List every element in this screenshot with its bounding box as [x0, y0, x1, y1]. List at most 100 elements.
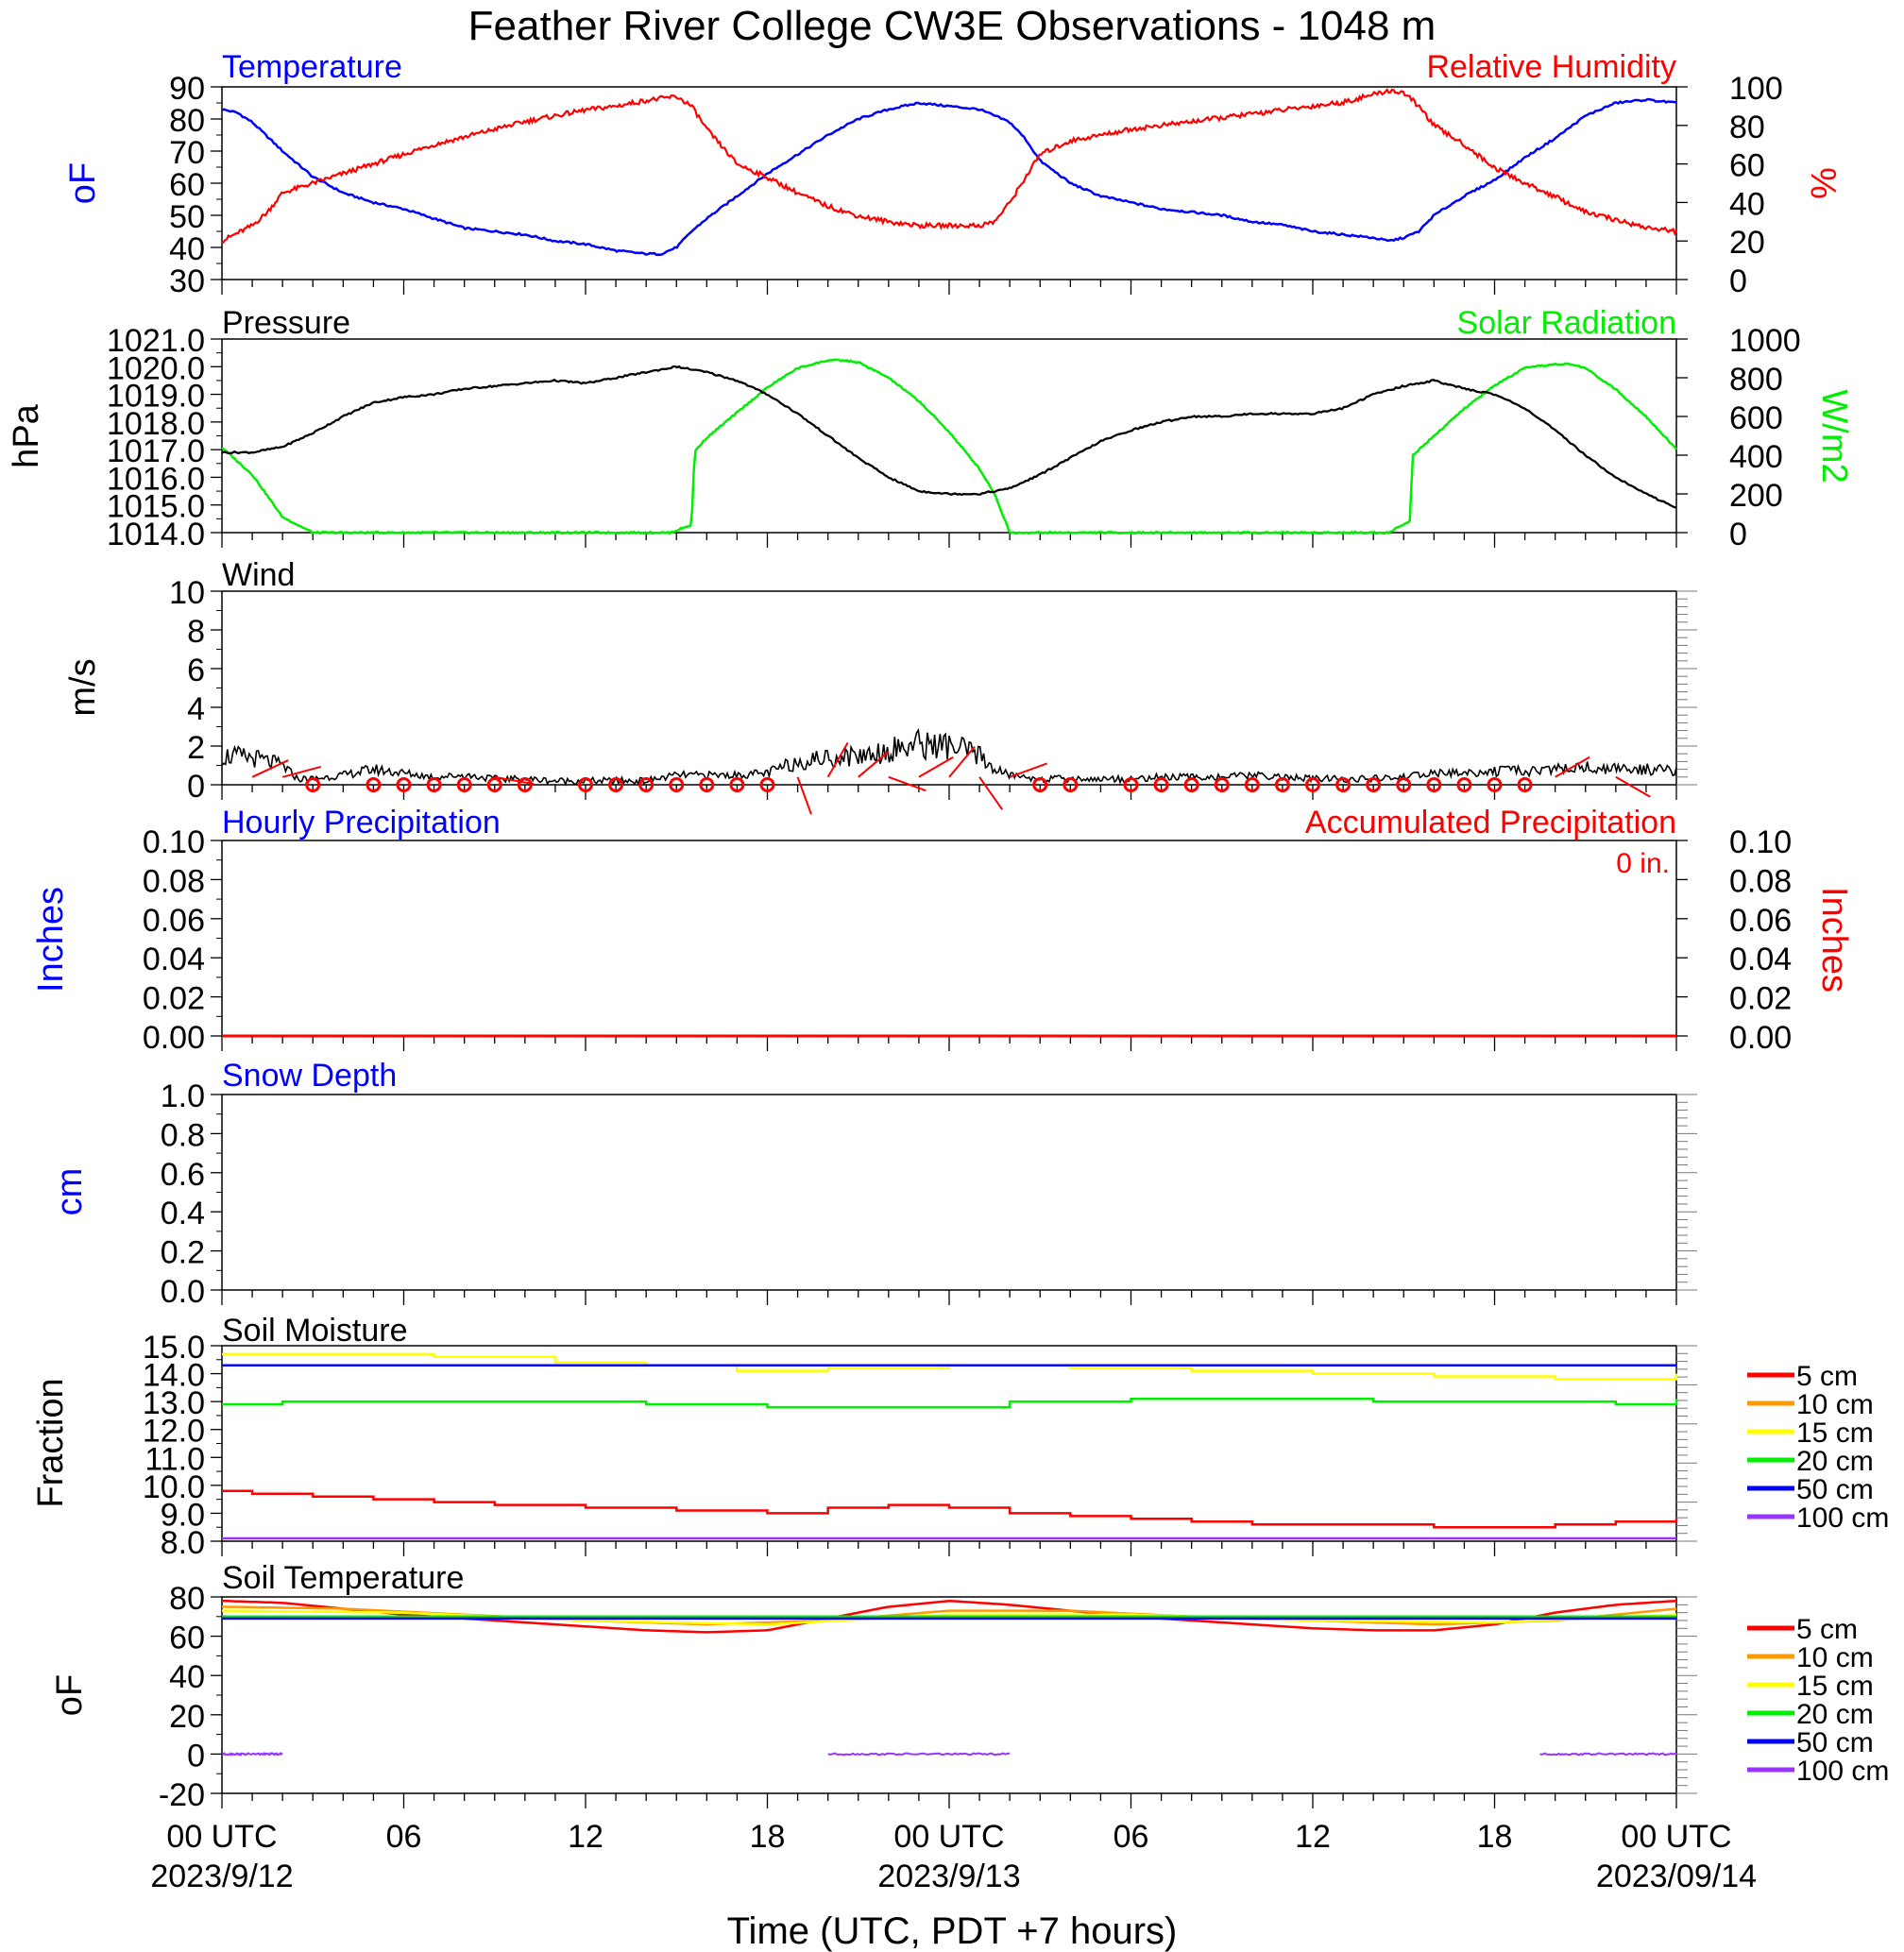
- snow-ytick-label: 1.0: [161, 1078, 205, 1114]
- precip-ytick-label: 0.06: [143, 903, 205, 939]
- calm-wind-marker: [759, 777, 775, 792]
- soil-moisture-ytick-label: 12.0: [143, 1414, 205, 1450]
- precip-ytick-label: 0.10: [143, 824, 205, 860]
- soil-temp-100cm-line: [1539, 1752, 1677, 1757]
- calm-wind-marker: [1517, 777, 1533, 792]
- calm-wind-marker: [1366, 777, 1382, 792]
- pressure-line: [221, 365, 1677, 509]
- temp-rh-ytick-label: 50: [169, 199, 205, 235]
- snow-ytick-label: 0.4: [161, 1196, 205, 1231]
- snow-title: Snow Depth: [222, 1058, 397, 1094]
- x-tick-label: 00 UTC: [1621, 1819, 1731, 1855]
- accum-precip-title: Accumulated Precipitation: [1305, 805, 1676, 840]
- wind-barb: [251, 759, 289, 778]
- x-date-label: 2023/9/12: [150, 1859, 293, 1894]
- wind-barb: [918, 755, 954, 778]
- x-date-label: 2023/09/14: [1596, 1859, 1757, 1894]
- calm-wind-marker: [608, 777, 624, 792]
- precip-right-unit-label: Inches: [1814, 887, 1854, 993]
- calm-wind-marker: [1183, 777, 1199, 792]
- soil-moisture-panel: 15.014.013.012.011.010.09.08.0 Soil Moist…: [31, 1313, 1889, 1561]
- calm-wind-marker: [517, 777, 533, 792]
- wind-ytick-label: 10: [169, 575, 205, 611]
- soil-moisture-unit-label: Fraction: [31, 1378, 71, 1507]
- wind-barb: [978, 776, 1003, 810]
- calm-wind-marker: [1396, 777, 1412, 792]
- soil-moisture-legend-label: 50 cm: [1796, 1474, 1874, 1505]
- soil-moisture-ytick-label: 8.0: [161, 1525, 205, 1561]
- temp-rh-y2tick-label: 20: [1729, 225, 1765, 261]
- pressure-y2tick-label: 800: [1729, 362, 1783, 398]
- pressure-ytick-label: 1019.0: [107, 379, 205, 415]
- x-tick-label: 18: [1477, 1819, 1513, 1855]
- soil-temp-line: [222, 1609, 1677, 1626]
- pressure-ytick-label: 1015.0: [107, 489, 205, 525]
- soil-temp-legend-label: 100 cm: [1796, 1756, 1889, 1787]
- wind-unit-label: m/s: [63, 658, 103, 716]
- wind-ytick-label: 4: [187, 691, 205, 727]
- wind-barb: [796, 776, 812, 815]
- snow-ytick-label: 0.8: [161, 1117, 205, 1153]
- solar-unit-label: W/m2: [1814, 389, 1854, 483]
- soil-moisture-line: [222, 1397, 1678, 1409]
- calm-wind-marker: [1123, 777, 1139, 792]
- wind-barb: [858, 751, 890, 778]
- precip-y2tick-label: 0.02: [1729, 981, 1792, 1017]
- rh-unit-label: %: [1803, 167, 1843, 199]
- x-tick-label: 18: [750, 1819, 786, 1855]
- x-axis-label: Time (UTC, PDT +7 hours): [727, 1910, 1178, 1952]
- soil-temp-legend-label: 50 cm: [1796, 1727, 1874, 1758]
- x-date-label: 2023/9/13: [877, 1859, 1020, 1894]
- temp-rh-right-title: Relative Humidity: [1426, 49, 1676, 85]
- soil-moisture-ytick-label: 9.0: [161, 1497, 205, 1533]
- soil-moisture-ytick-label: 14.0: [143, 1358, 205, 1394]
- calm-wind-marker: [1153, 777, 1169, 792]
- wind-barb: [948, 745, 976, 778]
- x-tick-label: 06: [386, 1819, 422, 1855]
- precip-y2tick-label: 0.04: [1729, 942, 1792, 977]
- calm-wind-marker: [456, 777, 472, 792]
- calm-wind-marker: [1244, 777, 1260, 792]
- calm-wind-marker: [366, 777, 382, 792]
- snow-ytick-label: 0.2: [161, 1235, 205, 1271]
- solar-line: [221, 358, 1678, 535]
- x-axis: 00 UTC 06 12 18 00 UTC 06 12 18 00 UTC 2023/9/12 2…: [150, 1819, 1757, 1894]
- temp-rh-left-title: Temperature: [222, 49, 402, 85]
- chart-title: Feather River College CW3E Observations …: [468, 3, 1436, 49]
- precip-ytick-label: 0.08: [143, 863, 205, 899]
- wind-ytick-label: 6: [187, 653, 205, 688]
- wind-barb: [888, 775, 926, 792]
- soil-moisture-title: Soil Moisture: [222, 1313, 408, 1349]
- precip-ytick-label: 0.04: [143, 942, 205, 977]
- soil-temp-ytick-label: 20: [169, 1699, 205, 1735]
- soil-moisture-legend-label: 5 cm: [1796, 1361, 1858, 1392]
- temp-rh-y2tick-label: 0: [1729, 263, 1747, 299]
- calm-wind-marker: [1305, 777, 1320, 792]
- soil-temp-100cm-line: [827, 1752, 1011, 1757]
- precip-ytick-label: 0.02: [143, 981, 205, 1017]
- humidity-line: [221, 88, 1678, 245]
- precip-y2tick-label: 0.10: [1729, 824, 1792, 860]
- wind-ytick-label: 8: [187, 614, 205, 650]
- x-tick-label: 06: [1114, 1819, 1149, 1855]
- calm-wind-marker: [1214, 777, 1230, 792]
- solar-title: Solar Radiation: [1457, 305, 1676, 341]
- soil-temp-unit-label: oF: [50, 1674, 90, 1716]
- soil-moisture-legend-label: 10 cm: [1796, 1389, 1874, 1420]
- soil-temp-legend-label: 15 cm: [1796, 1671, 1874, 1702]
- pressure-y2tick-label: 600: [1729, 400, 1783, 436]
- calm-wind-marker: [669, 777, 685, 792]
- precip-ytick-label: 0.00: [143, 1020, 205, 1056]
- pressure-ytick-label: 1016.0: [107, 461, 205, 497]
- precip-left-unit-label: Inches: [31, 887, 71, 993]
- calm-wind-marker: [578, 777, 593, 792]
- wind-barb: [281, 765, 321, 778]
- soil-moisture-legend-label: 15 cm: [1796, 1417, 1874, 1449]
- calm-wind-marker: [638, 777, 654, 792]
- pressure-solar-panel: 1021.01020.01019.01018.01017.01016.01015…: [7, 305, 1854, 552]
- calm-wind-marker: [1487, 777, 1503, 792]
- soil-temp-ytick-label: -20: [159, 1777, 205, 1813]
